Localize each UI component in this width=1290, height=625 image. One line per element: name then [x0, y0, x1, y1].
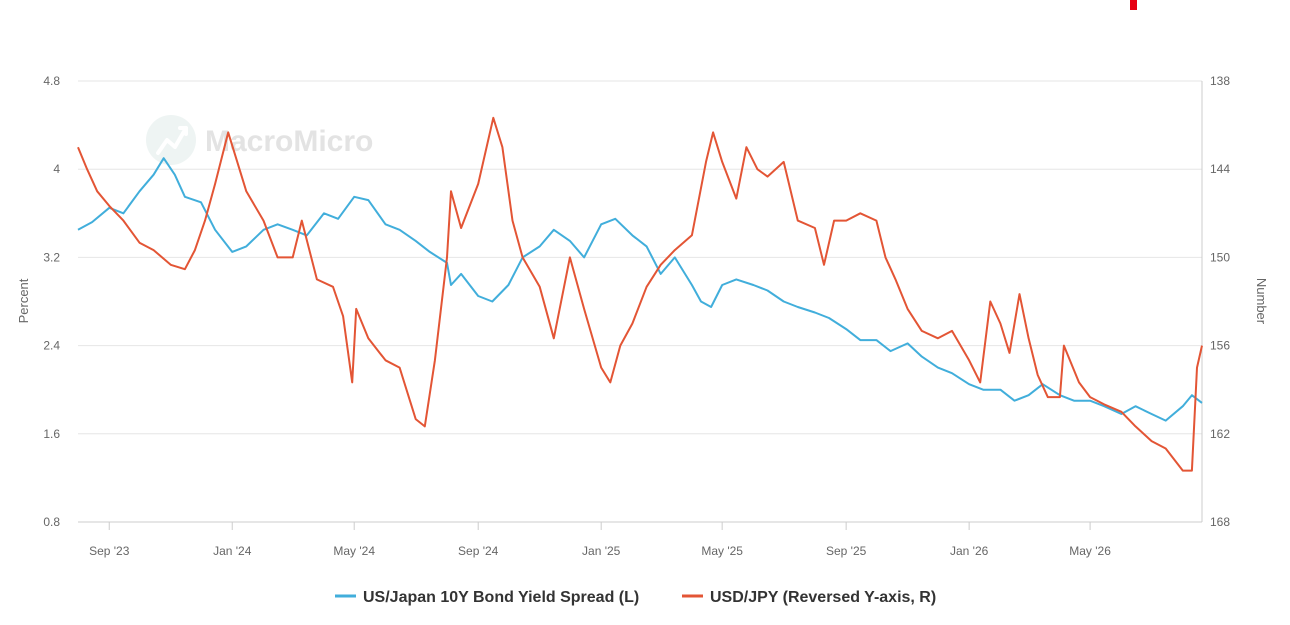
- chart-trend-icon: [146, 115, 196, 165]
- x-tick-label: Jan '24: [213, 544, 252, 558]
- x-tick-label: May '24: [333, 544, 375, 558]
- legend-label-spread: US/Japan 10Y Bond Yield Spread (L): [363, 589, 639, 606]
- y-left-tick-label: 4: [53, 162, 60, 176]
- x-tick-label: Jan '25: [582, 544, 621, 558]
- x-tick-label: May '25: [701, 544, 743, 558]
- y-axis-right: 168 162 156 150 144 138: [1210, 74, 1230, 529]
- watermark: MacroMicro: [146, 115, 373, 165]
- x-tick-label: Sep '24: [458, 544, 499, 558]
- legend-label-usdjpy: USD/JPY (Reversed Y-axis, R): [710, 589, 936, 606]
- x-tick-label: Sep '23: [89, 544, 130, 558]
- x-tick-label: Sep '25: [826, 544, 867, 558]
- y-right-tick-label: 156: [1210, 339, 1230, 353]
- x-tick-label: May '26: [1069, 544, 1111, 558]
- y-left-tick-label: 1.6: [43, 427, 60, 441]
- brand-marker: [1130, 0, 1137, 10]
- y-axis-left: 0.8 1.6 2.4 3.2 4 4.8: [43, 74, 60, 529]
- series-group: [77, 116, 1203, 472]
- y-axis-right-title: Number: [1254, 278, 1269, 325]
- watermark-text: MacroMicro: [205, 125, 373, 158]
- y-left-tick-label: 3.2: [43, 250, 60, 264]
- y-right-tick-label: 162: [1210, 427, 1230, 441]
- legend: US/Japan 10Y Bond Yield Spread (L) USD/J…: [335, 589, 936, 606]
- y-right-tick-label: 138: [1210, 74, 1230, 88]
- legend-item-spread[interactable]: US/Japan 10Y Bond Yield Spread (L): [335, 589, 639, 606]
- y-left-tick-label: 2.4: [43, 339, 60, 353]
- x-axis: Sep '23 Jan '24 May '24 Sep '24 Jan '25 May '…: [78, 81, 1203, 558]
- y-right-tick-label: 144: [1210, 162, 1230, 176]
- x-tick-label: Jan '26: [950, 544, 989, 558]
- series-line-spread: [77, 157, 1203, 422]
- series-line-usdjpy: [77, 116, 1203, 472]
- y-right-tick-label: 168: [1210, 515, 1230, 529]
- y-axis-left-title: Percent: [16, 278, 31, 323]
- legend-item-usdjpy[interactable]: USD/JPY (Reversed Y-axis, R): [682, 589, 936, 606]
- y-left-tick-label: 4.8: [43, 74, 60, 88]
- y-right-tick-label: 150: [1210, 250, 1230, 264]
- y-left-tick-label: 0.8: [43, 515, 60, 529]
